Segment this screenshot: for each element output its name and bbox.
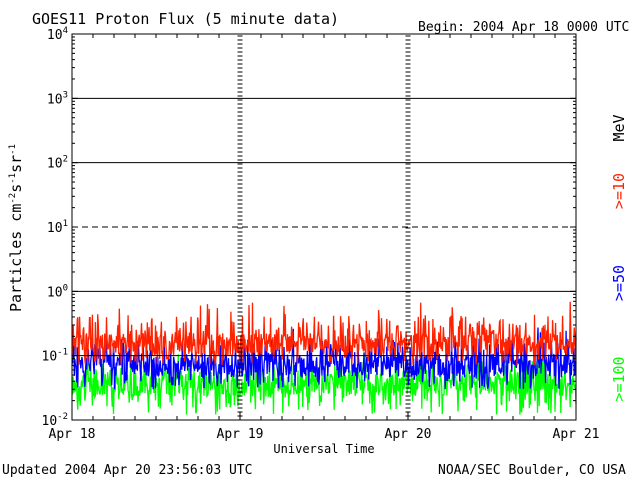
- chart-title: GOES11 Proton Flux (5 minute data): [32, 10, 339, 28]
- x-tick-label: Apr 21: [553, 427, 600, 442]
- x-tick-label: Apr 18: [49, 427, 96, 442]
- y-tick-label: 10-2: [42, 412, 69, 429]
- day-separators: [237, 35, 411, 417]
- x-axis-label: Universal Time: [273, 442, 374, 456]
- y-axis-label-exp2: -1: [8, 173, 18, 184]
- legend-series-100mev: >=100: [610, 356, 628, 401]
- credit-label: NOAA/SEC Boulder, CO USA: [438, 463, 626, 478]
- reference-lines: [72, 33, 576, 357]
- y-tick-label: 100: [47, 283, 68, 300]
- y-axis-label-exp1: -2: [8, 193, 18, 204]
- legend-series-50mev: >=50: [610, 265, 628, 301]
- svg-text:>=10: >=10: [610, 173, 628, 209]
- y-tick-label: 102: [47, 155, 68, 172]
- series-line: [71, 327, 577, 390]
- y-axis-label-main: Particles cm: [7, 204, 25, 312]
- x-axis: Apr 18 Apr 19 Apr 20 Apr 21: [49, 34, 600, 442]
- y-tick-label: 10-1: [42, 348, 69, 365]
- y-tick-label: 104: [47, 26, 68, 43]
- energy-unit-label: MeV: [610, 114, 628, 141]
- day-separator: [405, 35, 411, 417]
- series-line: [71, 301, 577, 366]
- y-axis-label: Particles cm-2s-1sr-1: [7, 144, 25, 312]
- y-axis-label-exp3: -1: [8, 144, 18, 155]
- updated-timestamp: Updated 2004 Apr 20 23:56:03 UTC: [2, 463, 252, 478]
- y-tick-label: 101: [47, 219, 68, 236]
- svg-text:>=100: >=100: [610, 356, 628, 401]
- series-layer: [71, 301, 577, 415]
- y-tick-label: 103: [47, 90, 68, 107]
- x-tick-label: Apr 19: [217, 427, 264, 442]
- x-tick-label: Apr 20: [385, 427, 432, 442]
- legend-series-10mev: >=10: [610, 173, 628, 209]
- svg-text:MeV: MeV: [610, 114, 628, 141]
- svg-text:Particles cm-2s-1sr-1: Particles cm-2s-1sr-1: [7, 144, 25, 312]
- begin-time-label: Begin: 2004 Apr 18 0000 UTC: [418, 20, 629, 35]
- y-axis: 104 103 102 101 100 10-1 10-2: [42, 26, 576, 429]
- day-separator: [237, 35, 243, 417]
- svg-text:>=50: >=50: [610, 265, 628, 301]
